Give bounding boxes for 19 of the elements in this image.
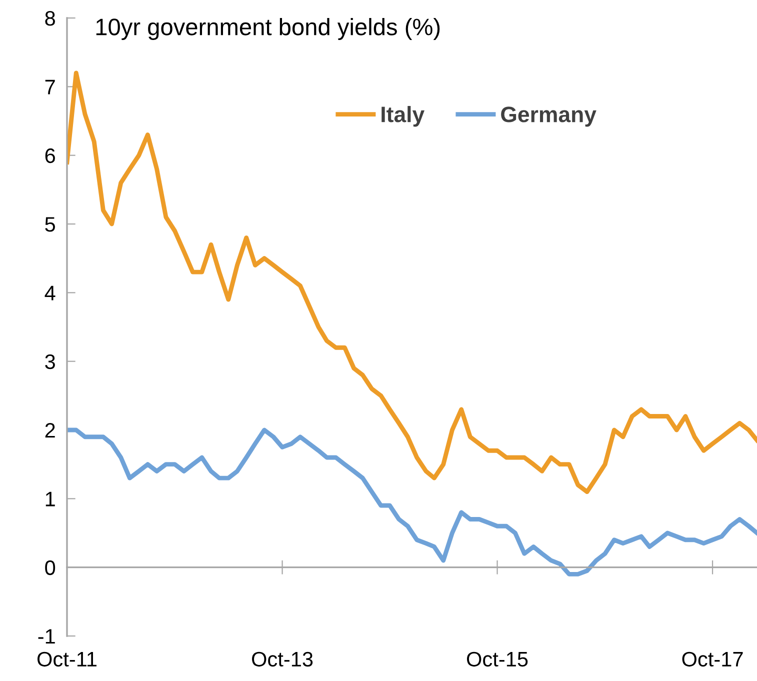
legend-label: Germany [501, 106, 596, 127]
y-tick-label: 8 [45, 11, 55, 26]
y-tick-label: 0 [45, 560, 56, 576]
legend-label: Italy [382, 106, 424, 127]
y-tick-label: 6 [45, 148, 55, 164]
x-tick-label: Oct-13 [252, 652, 313, 667]
x-tick-label: Oct-11 [37, 652, 96, 667]
y-tick-label: -1 [38, 629, 55, 644]
y-tick-label: 2 [45, 423, 55, 438]
y-tick-label: 7 [45, 80, 55, 94]
x-tick-label: Oct-17 [682, 652, 743, 667]
x-tick-label: Oct-15 [466, 652, 528, 667]
chart-title: 10yr government bond yields (%) [96, 18, 440, 40]
y-tick-label: 3 [45, 354, 55, 370]
y-tick-label: 5 [45, 217, 56, 232]
y-tick-label: 1 [46, 492, 55, 506]
line-series [67, 70, 757, 494]
line-series [67, 428, 757, 576]
y-tick-label: 4 [44, 286, 56, 300]
